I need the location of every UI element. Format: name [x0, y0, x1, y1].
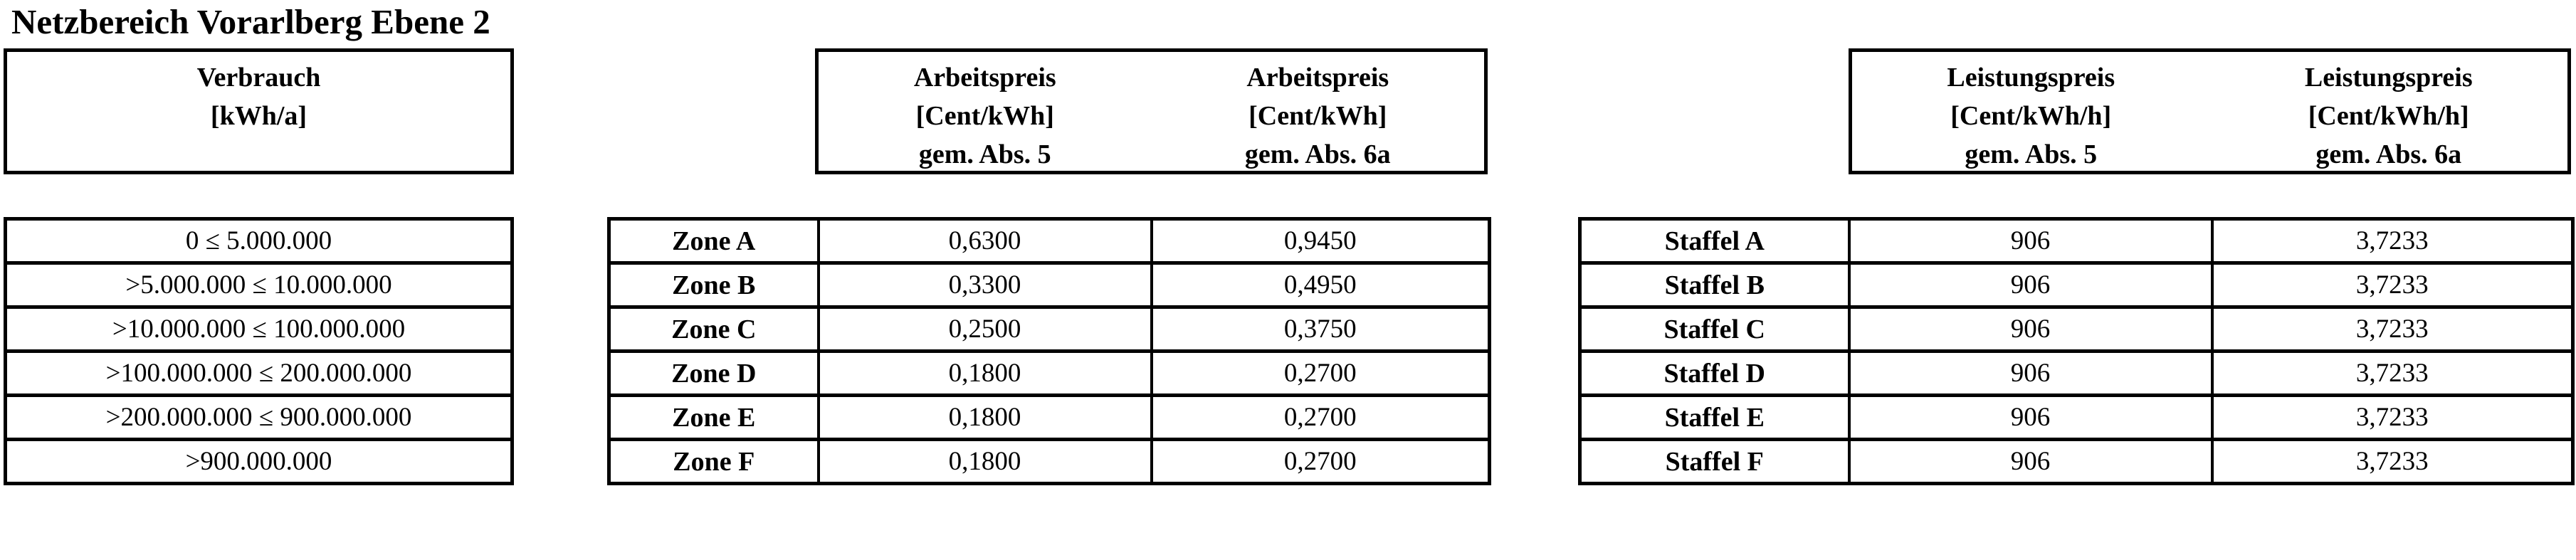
leistungspreis-abs6a-unit: [Cent/kWh/h] — [2308, 101, 2469, 131]
page-title: Netzbereich Vorarlberg Ebene 2 — [11, 2, 490, 41]
leistungspreis-abs6a-ref: gem. Abs. 6a — [2315, 139, 2462, 169]
leistungspreis-abs5-cell: 906 — [1847, 305, 2214, 353]
table-row: Staffel B 906 3,7233 — [1578, 261, 2575, 309]
staffel-label-cell: Staffel F — [1578, 438, 1851, 485]
arbeitspreis-abs6a-cell: 0,2700 — [1150, 438, 1491, 485]
leistungspreis-abs5-cell: 906 — [1847, 349, 2214, 397]
consumption-header-column: Verbrauch [kWh/a] — [7, 52, 510, 171]
arbeitspreis-abs5-cell: 0,3300 — [816, 261, 1153, 309]
consumption-range-cell: >900.000.000 — [4, 438, 514, 485]
arbeitspreis-abs5-ref: gem. Abs. 5 — [918, 139, 1051, 169]
table-row: Zone D 0,1800 0,2700 — [607, 349, 1491, 397]
table-row: >900.000.000 — [4, 438, 514, 485]
consumption-range-cell: >100.000.000 ≤ 200.000.000 — [4, 349, 514, 397]
leistungspreis-abs6a-cell: 3,7233 — [2210, 261, 2575, 309]
zone-label-cell: Zone B — [607, 261, 820, 309]
arbeitspreis-abs5-cell: 0,6300 — [816, 217, 1153, 265]
leistungspreis-header-box: Leistungspreis [Cent/kWh/h] gem. Abs. 5 … — [1849, 48, 2571, 174]
leistungspreis-abs6a-header: Leistungspreis [Cent/kWh/h] gem. Abs. 6a — [2210, 52, 2568, 171]
table-row: >100.000.000 ≤ 200.000.000 — [4, 349, 514, 397]
leistungspreis-table: Staffel A 906 3,7233 Staffel B 906 3,723… — [1578, 217, 2575, 485]
arbeitspreis-abs5-cell: 0,1800 — [816, 438, 1153, 485]
arbeitspreis-abs5-cell: 0,2500 — [816, 305, 1153, 353]
arbeitspreis-abs6a-header: Arbeitspreis [Cent/kWh] gem. Abs. 6a — [1152, 52, 1485, 171]
table-row: 0 ≤ 5.000.000 — [4, 217, 514, 265]
zone-label-cell: Zone D — [607, 349, 820, 397]
table-row: >10.000.000 ≤ 100.000.000 — [4, 305, 514, 353]
leistungspreis-abs5-cell: 906 — [1847, 217, 2214, 265]
arbeitspreis-abs6a-cell: 0,9450 — [1150, 217, 1491, 265]
arbeitspreis-header-box: Arbeitspreis [Cent/kWh] gem. Abs. 5 Arbe… — [815, 48, 1488, 174]
arbeitspreis-abs6a-cell: 0,2700 — [1150, 349, 1491, 397]
table-row: >5.000.000 ≤ 10.000.000 — [4, 261, 514, 309]
arbeitspreis-abs6a-cell: 0,4950 — [1150, 261, 1491, 309]
arbeitspreis-abs5-header: Arbeitspreis [Cent/kWh] gem. Abs. 5 — [819, 52, 1152, 171]
table-row: Staffel C 906 3,7233 — [1578, 305, 2575, 353]
consumption-header-title: Verbrauch — [196, 63, 321, 93]
table-row: Zone B 0,3300 0,4950 — [607, 261, 1491, 309]
arbeitspreis-abs5-cell: 0,1800 — [816, 393, 1153, 441]
leistungspreis-abs5-cell: 906 — [1847, 261, 2214, 309]
leistungspreis-abs6a-title: Leistungspreis — [2304, 63, 2473, 93]
zone-label-cell: Zone C — [607, 305, 820, 353]
arbeitspreis-abs5-title: Arbeitspreis — [913, 63, 1056, 93]
arbeitspreis-abs5-cell: 0,1800 — [816, 349, 1153, 397]
arbeitspreis-abs6a-cell: 0,3750 — [1150, 305, 1491, 353]
consumption-header-box: Verbrauch [kWh/a] — [4, 48, 514, 174]
table-row: Zone C 0,2500 0,3750 — [607, 305, 1491, 353]
table-row: >200.000.000 ≤ 900.000.000 — [4, 393, 514, 441]
leistungspreis-abs6a-cell: 3,7233 — [2210, 438, 2575, 485]
arbeitspreis-abs6a-title: Arbeitspreis — [1246, 63, 1389, 93]
leistungspreis-abs6a-cell: 3,7233 — [2210, 305, 2575, 353]
consumption-range-cell: 0 ≤ 5.000.000 — [4, 217, 514, 265]
table-row: Zone F 0,1800 0,2700 — [607, 438, 1491, 485]
leistungspreis-abs6a-cell: 3,7233 — [2210, 349, 2575, 397]
arbeitspreis-abs6a-unit: [Cent/kWh] — [1248, 101, 1387, 131]
arbeitspreis-abs6a-cell: 0,2700 — [1150, 393, 1491, 441]
table-row: Staffel E 906 3,7233 — [1578, 393, 2575, 441]
leistungspreis-abs6a-cell: 3,7233 — [2210, 217, 2575, 265]
consumption-range-cell: >10.000.000 ≤ 100.000.000 — [4, 305, 514, 353]
staffel-label-cell: Staffel E — [1578, 393, 1851, 441]
leistungspreis-abs5-ref: gem. Abs. 5 — [1965, 139, 2098, 169]
table-row: Staffel A 906 3,7233 — [1578, 217, 2575, 265]
table-row: Zone A 0,6300 0,9450 — [607, 217, 1491, 265]
staffel-label-cell: Staffel C — [1578, 305, 1851, 353]
leistungspreis-abs5-title: Leistungspreis — [1947, 63, 2115, 93]
consumption-header-unit: [kWh/a] — [210, 101, 307, 131]
arbeitspreis-abs5-unit: [Cent/kWh] — [915, 101, 1054, 131]
consumption-table: 0 ≤ 5.000.000 >5.000.000 ≤ 10.000.000 >1… — [4, 217, 514, 485]
zone-label-cell: Zone E — [607, 393, 820, 441]
leistungspreis-abs5-unit: [Cent/kWh/h] — [1950, 101, 2112, 131]
consumption-range-cell: >200.000.000 ≤ 900.000.000 — [4, 393, 514, 441]
arbeitspreis-table: Zone A 0,6300 0,9450 Zone B 0,3300 0,495… — [607, 217, 1491, 485]
leistungspreis-abs5-cell: 906 — [1847, 393, 2214, 441]
staffel-label-cell: Staffel A — [1578, 217, 1851, 265]
zone-label-cell: Zone F — [607, 438, 820, 485]
staffel-label-cell: Staffel B — [1578, 261, 1851, 309]
staffel-label-cell: Staffel D — [1578, 349, 1851, 397]
zone-label-cell: Zone A — [607, 217, 820, 265]
leistungspreis-abs5-cell: 906 — [1847, 438, 2214, 485]
table-row: Staffel F 906 3,7233 — [1578, 438, 2575, 485]
arbeitspreis-abs6a-ref: gem. Abs. 6a — [1244, 139, 1391, 169]
consumption-range-cell: >5.000.000 ≤ 10.000.000 — [4, 261, 514, 309]
leistungspreis-abs6a-cell: 3,7233 — [2210, 393, 2575, 441]
leistungspreis-abs5-header: Leistungspreis [Cent/kWh/h] gem. Abs. 5 — [1852, 52, 2210, 171]
table-row: Staffel D 906 3,7233 — [1578, 349, 2575, 397]
table-row: Zone E 0,1800 0,2700 — [607, 393, 1491, 441]
